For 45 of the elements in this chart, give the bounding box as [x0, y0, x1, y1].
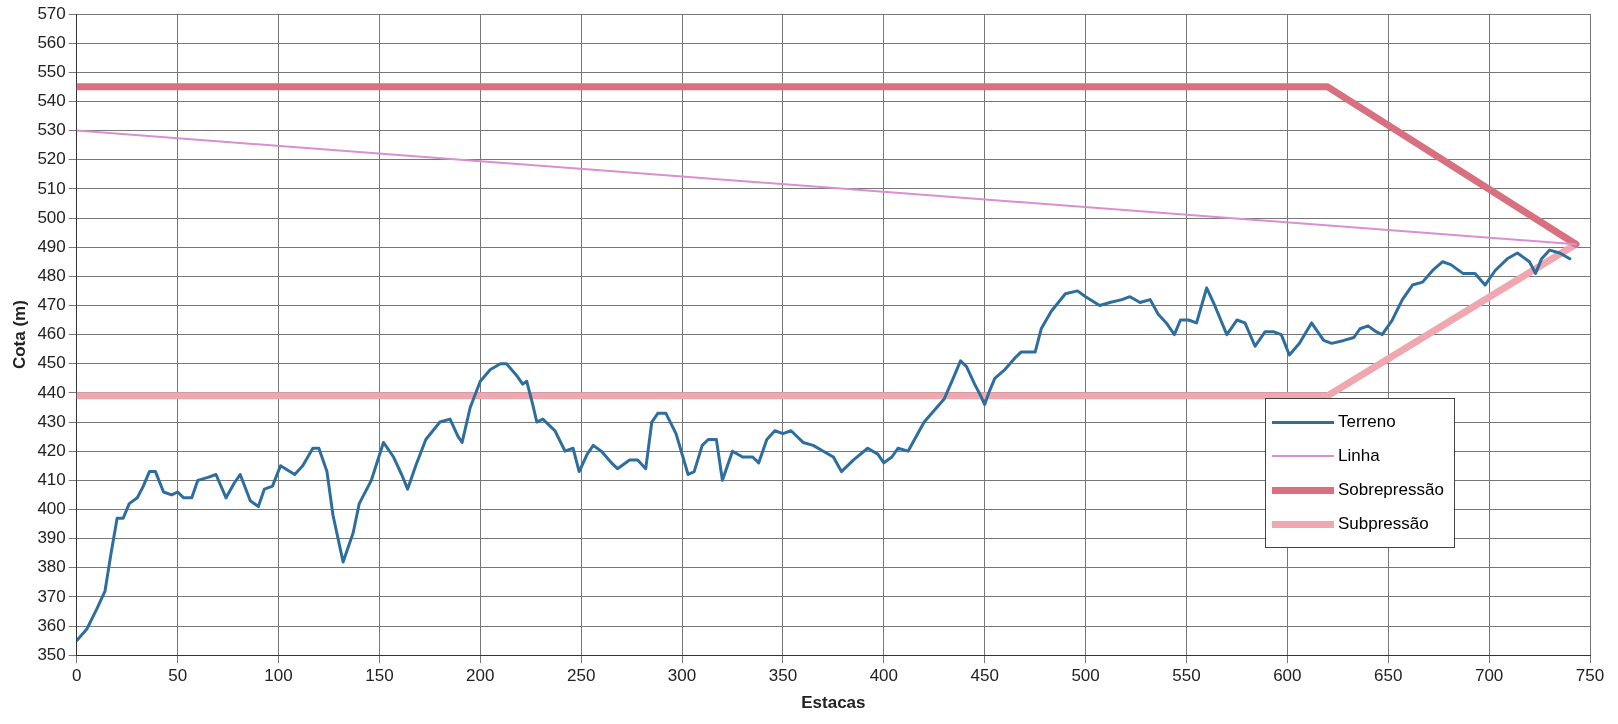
y-tick-label: 440	[37, 382, 66, 402]
x-tick-label: 550	[1172, 666, 1201, 686]
y-tick-label: 520	[37, 149, 66, 169]
legend-label: Subpressão	[1338, 514, 1429, 535]
y-tick-label: 480	[37, 266, 66, 285]
y-tick-label: 470	[37, 295, 66, 315]
x-tick-label: 450	[970, 666, 999, 686]
x-tick-label: 250	[566, 666, 596, 686]
x-tick-label: 400	[869, 666, 899, 686]
y-tick-label: 430	[37, 411, 66, 431]
x-tick-label: 0	[72, 666, 82, 686]
legend-label: Linha	[1338, 446, 1380, 467]
y-tick-label: 500	[37, 207, 66, 227]
x-axis-title: Estacas	[801, 693, 866, 713]
y-tick-label: 410	[37, 470, 66, 490]
legend-label: Terreno	[1338, 412, 1396, 433]
y-axis-title: Cota (m)	[9, 300, 29, 370]
y-tick-label: 460	[37, 324, 66, 344]
y-tick-label: 570	[37, 3, 66, 23]
y-tick-label: 450	[37, 353, 66, 373]
y-tick-label: 350	[37, 644, 66, 664]
x-tick-label: 750	[1575, 666, 1605, 686]
y-tick-label: 490	[37, 236, 66, 256]
x-tick-label: 100	[264, 666, 293, 686]
y-tick-label: 390	[37, 528, 66, 548]
x-tick-label: 200	[466, 666, 495, 686]
y-tick-label: 550	[37, 61, 66, 81]
y-tick-label: 380	[37, 557, 66, 577]
y-tick-label: 510	[37, 178, 66, 198]
x-tick-label: 300	[667, 666, 697, 686]
x-tick-label: 600	[1273, 666, 1302, 686]
x-tick-label: 350	[768, 666, 798, 686]
y-tick-label: 360	[37, 615, 66, 635]
x-tick-label: 700	[1474, 666, 1504, 686]
y-tick-label: 530	[37, 120, 66, 140]
x-tick-label: 150	[365, 666, 394, 686]
x-tick-label: 650	[1374, 666, 1403, 686]
x-tick-label: 500	[1071, 666, 1100, 686]
y-tick-label: 420	[37, 440, 66, 460]
y-tick-label: 560	[37, 32, 66, 52]
y-tick-label: 540	[37, 91, 66, 111]
legend-label: Sobrepressão	[1338, 480, 1444, 501]
y-tick-label: 400	[37, 499, 66, 519]
x-tick-label: 50	[168, 666, 188, 686]
y-tick-label: 370	[37, 586, 66, 606]
